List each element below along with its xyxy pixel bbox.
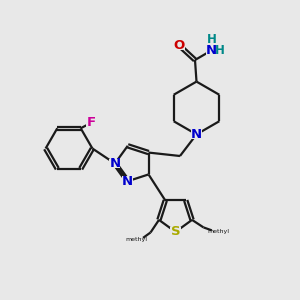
- Text: S: S: [171, 225, 180, 239]
- FancyBboxPatch shape: [206, 46, 217, 55]
- FancyBboxPatch shape: [170, 227, 181, 237]
- Text: H: H: [215, 44, 225, 57]
- Text: N: N: [109, 157, 121, 170]
- Text: F: F: [87, 116, 96, 129]
- FancyBboxPatch shape: [192, 130, 201, 139]
- Text: methyl: methyl: [125, 237, 148, 242]
- FancyBboxPatch shape: [191, 130, 202, 139]
- Text: O: O: [174, 39, 185, 52]
- Text: N: N: [206, 44, 217, 57]
- FancyBboxPatch shape: [109, 159, 120, 168]
- FancyBboxPatch shape: [122, 176, 133, 186]
- Text: H: H: [207, 33, 216, 46]
- FancyBboxPatch shape: [86, 118, 97, 128]
- FancyBboxPatch shape: [111, 159, 119, 168]
- FancyBboxPatch shape: [171, 228, 180, 236]
- Text: methyl: methyl: [207, 230, 230, 234]
- FancyBboxPatch shape: [207, 46, 216, 55]
- Text: N: N: [122, 175, 133, 188]
- Text: N: N: [191, 128, 202, 141]
- FancyBboxPatch shape: [174, 41, 185, 50]
- FancyBboxPatch shape: [124, 177, 132, 185]
